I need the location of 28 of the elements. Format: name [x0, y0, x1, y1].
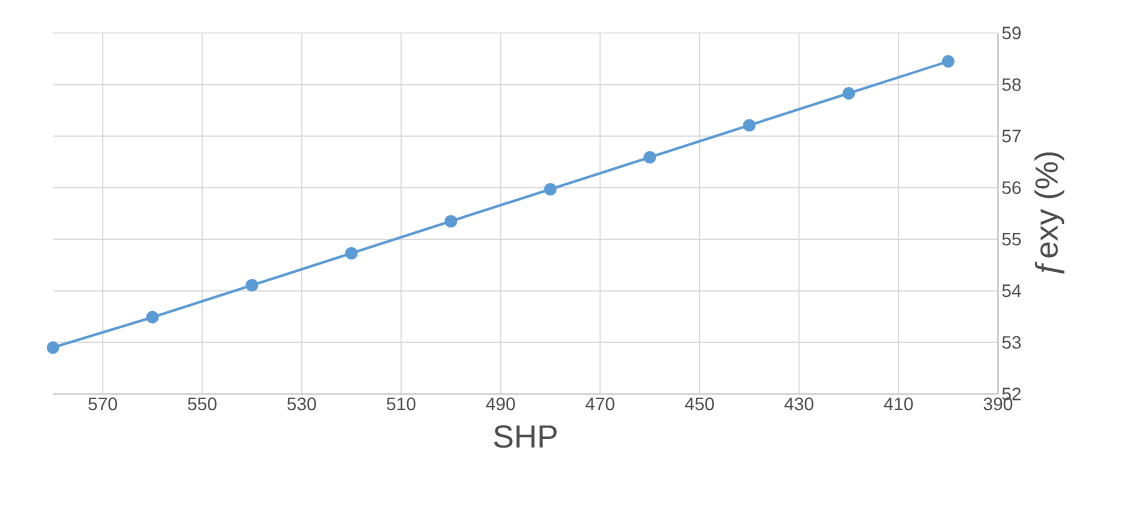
y-tick-label: 53: [1002, 336, 1021, 349]
point: [643, 150, 657, 164]
point: [46, 341, 60, 354]
x-tick-label: 450: [684, 397, 714, 411]
x-tick-label: 410: [883, 397, 913, 411]
x-tick-label: 530: [287, 397, 316, 411]
x-tick-label: 570: [88, 397, 118, 411]
point: [743, 119, 756, 132]
x-tick-label: 550: [187, 397, 217, 411]
x-tick-label: 490: [486, 397, 515, 411]
y-tick-label: 57: [1002, 129, 1021, 143]
point: [245, 278, 259, 292]
x-tick-label: 510: [386, 397, 416, 411]
point: [444, 214, 458, 228]
x-tick-label: 470: [585, 397, 615, 411]
x-axis-title: SHP: [494, 425, 557, 448]
x-tick-label: 430: [784, 397, 814, 411]
y-axis-title: ƒexy (%): [1034, 152, 1065, 274]
point: [544, 182, 557, 196]
y-tick-label: 55: [1002, 233, 1021, 246]
y-tick-label: 59: [1002, 26, 1021, 40]
y-tick-label: 58: [1002, 78, 1021, 91]
point: [345, 246, 358, 260]
y-tick-label: 56: [1002, 181, 1021, 195]
point: [941, 55, 955, 68]
point: [146, 310, 159, 324]
y-tick-label: 54: [1002, 284, 1022, 298]
point: [842, 87, 856, 100]
